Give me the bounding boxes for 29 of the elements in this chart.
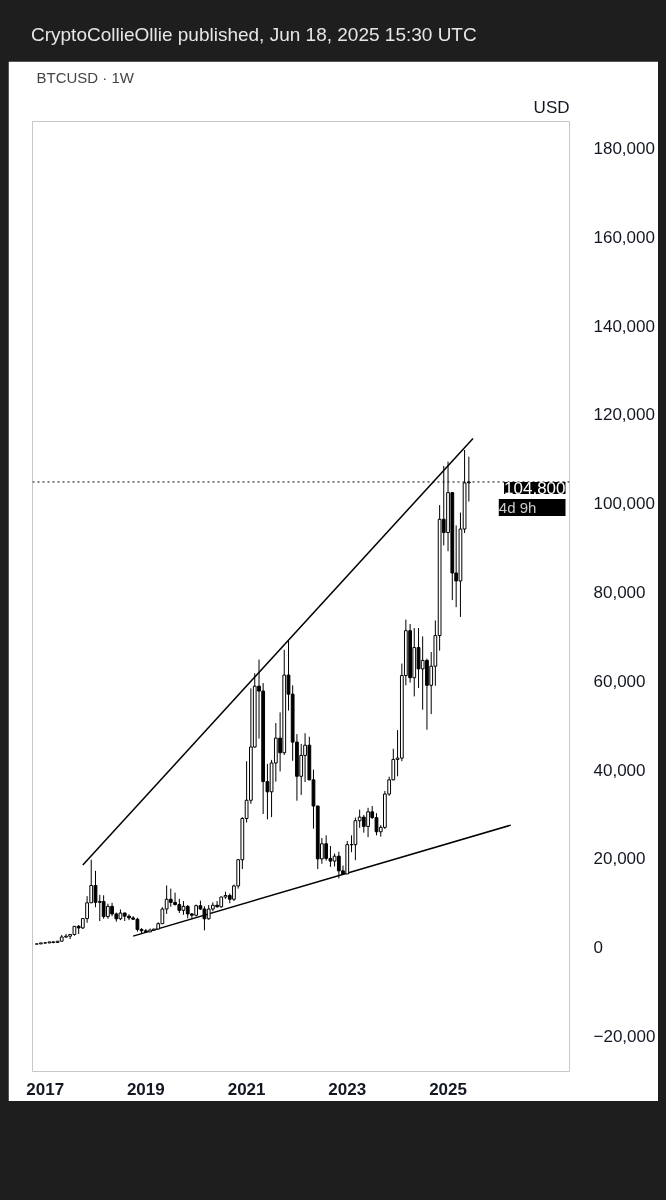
x-tick-label: 2017 xyxy=(26,1079,65,1099)
text: USD xyxy=(533,97,570,117)
candlestick xyxy=(353,817,358,861)
x-tick-label: 2019 xyxy=(126,1079,165,1099)
x-tick-label: 2023 xyxy=(328,1079,367,1099)
x-tick-label: 2025 xyxy=(429,1079,467,1099)
candlestick xyxy=(64,933,68,939)
chart-title: BTCUSD · 1W xyxy=(36,68,135,86)
y-tick-label: 0 xyxy=(593,938,603,958)
annotation: 4d 9h xyxy=(498,498,537,516)
y-tick-label: −20,000 xyxy=(593,1026,656,1046)
candlestick xyxy=(168,888,173,908)
candlestick xyxy=(366,807,370,838)
y-tick-label: 120,000 xyxy=(593,405,655,425)
x-tick-label: 2021 xyxy=(227,1079,266,1099)
y-tick-label: 100,000 xyxy=(593,494,655,514)
y-tick-label: 180,000 xyxy=(593,139,655,159)
y-tick-label: 160,000 xyxy=(593,227,655,247)
y-tick-label: 40,000 xyxy=(593,760,646,780)
y-tick-label: 140,000 xyxy=(593,316,655,336)
candlestick xyxy=(202,905,207,931)
ref-line-label: 104,800 xyxy=(504,478,566,498)
y-tick-label: 80,000 xyxy=(593,583,646,603)
y-tick-label: 60,000 xyxy=(593,671,646,691)
candlestick xyxy=(324,834,329,862)
candlestick xyxy=(420,635,425,711)
chart-subtitle: CryptoCollieOllie published, Jun 18, 2025 15:30 UTC xyxy=(31,23,477,47)
candlestick xyxy=(101,894,106,920)
y-tick-label: 20,000 xyxy=(593,849,646,869)
